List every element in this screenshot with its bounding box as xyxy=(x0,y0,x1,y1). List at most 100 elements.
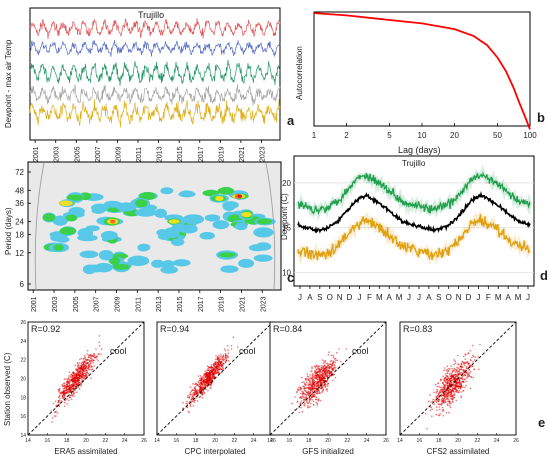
panel-e-point xyxy=(479,343,481,346)
panel-e-xtick-label: 24 xyxy=(122,438,128,444)
panel-e-point xyxy=(435,413,438,416)
panel-e-point xyxy=(325,385,327,388)
panel-e-point xyxy=(336,359,339,362)
panel-c-power-blob xyxy=(151,259,165,268)
panel-c-ytick-label: 12 xyxy=(15,249,24,258)
panel-e-point xyxy=(321,385,323,388)
panel-e-point xyxy=(317,368,320,370)
panel-e-point xyxy=(440,388,443,391)
panel-e-point xyxy=(309,397,311,400)
panel-e-point xyxy=(72,393,75,395)
panel-e-point xyxy=(193,393,196,396)
panel-e-point xyxy=(325,362,328,365)
panel-e-point xyxy=(431,415,433,418)
panel-e-point xyxy=(310,388,313,391)
panel-e-point xyxy=(222,357,225,360)
panel-e-point xyxy=(296,388,299,391)
panel-c-power-blob xyxy=(217,187,235,195)
panel-e-point xyxy=(335,359,337,362)
panel-e-point xyxy=(208,366,211,369)
panel-e-point xyxy=(309,402,312,405)
panel-e-point xyxy=(465,380,467,383)
panel-e-point xyxy=(434,399,436,401)
panel-e-identity-line xyxy=(27,321,145,436)
panel-e-point xyxy=(80,377,82,380)
panel-e-point xyxy=(92,362,94,364)
panel-e-xtick-label: 16 xyxy=(174,438,180,444)
panel-e-point xyxy=(73,387,75,390)
panel-e-point xyxy=(452,390,454,393)
panel-e-point xyxy=(424,412,427,415)
panel-e-point xyxy=(83,366,85,368)
panel-e-r-value: R=0.92 xyxy=(31,324,60,334)
panel-d-xtick-label: A xyxy=(387,293,393,302)
panel-d-xtick-label: A xyxy=(307,293,313,302)
panel-e-point xyxy=(213,368,215,371)
panel-e-point xyxy=(296,401,299,403)
panel-e-point xyxy=(308,385,310,387)
panel-e-point xyxy=(213,374,215,377)
panel-e-point xyxy=(308,388,311,391)
panel-e-point xyxy=(205,374,208,377)
panel-e-point xyxy=(454,376,457,378)
panel-e-point xyxy=(309,377,311,380)
panel-e-point xyxy=(330,363,332,365)
panel-c-power-blob xyxy=(218,252,236,258)
panel-e-point xyxy=(80,384,83,386)
panel-c-power-blob xyxy=(68,206,85,216)
panel-e-point xyxy=(66,381,69,384)
panel-c-power-blob xyxy=(179,224,198,234)
panel-e-point xyxy=(462,355,465,358)
panel-e-point xyxy=(58,390,60,393)
panel-e-point xyxy=(80,362,83,365)
panel-d-xtick-label: J xyxy=(526,293,530,302)
panel-e-point xyxy=(428,400,430,403)
panel-e-point xyxy=(460,384,463,387)
panel-e-point xyxy=(201,383,203,386)
panel-e-point xyxy=(63,382,66,385)
panel-e-point xyxy=(301,390,303,393)
panel-e-point xyxy=(309,405,311,408)
panel-e-point xyxy=(451,386,454,388)
panel-e-point xyxy=(93,359,95,362)
panel-e-point xyxy=(465,354,467,356)
panel-e-point xyxy=(453,359,456,361)
panel-e-point xyxy=(59,387,61,390)
panel-c-power-blob xyxy=(85,264,104,273)
panel-e-points xyxy=(182,336,239,414)
panel-e-point xyxy=(201,381,204,383)
panel-e-point xyxy=(227,345,229,347)
panel-d-xtick-label: D xyxy=(466,293,472,302)
panel-e-point xyxy=(311,380,314,383)
panel-c-power-blob xyxy=(237,194,243,198)
panel-e-point xyxy=(82,369,84,371)
panel-e-point xyxy=(182,401,184,404)
panel-e-point xyxy=(441,390,444,392)
panel-e-r-value: R=0.84 xyxy=(273,324,302,334)
panel-e-point xyxy=(311,377,313,380)
panel-e-point xyxy=(291,402,293,405)
panel-e-point xyxy=(87,367,90,370)
panel-e-point xyxy=(201,397,204,399)
panel-e-point xyxy=(448,387,450,390)
panel-e-point xyxy=(445,398,447,401)
panel-e-point xyxy=(201,392,204,394)
panel-e-point xyxy=(66,403,68,405)
panel-e-point xyxy=(299,386,302,389)
panel-e-point xyxy=(458,372,461,375)
panel-e-point xyxy=(441,386,443,389)
panel-e-point xyxy=(449,394,452,396)
panel-e-point xyxy=(442,408,444,411)
panel-e-identity-line xyxy=(399,321,517,436)
panel-c-power-blob xyxy=(256,218,272,225)
panel-e-point xyxy=(442,401,445,403)
panel-e-point xyxy=(318,377,321,380)
panel-e-point xyxy=(89,356,91,358)
panel-e-point xyxy=(448,402,451,405)
panel-e-point xyxy=(207,373,210,375)
panel-e-point xyxy=(100,353,102,356)
panel-e-point xyxy=(88,354,91,357)
panel-e-point xyxy=(319,399,322,402)
panel-e-point xyxy=(435,401,438,404)
panel-e-point xyxy=(469,350,472,352)
